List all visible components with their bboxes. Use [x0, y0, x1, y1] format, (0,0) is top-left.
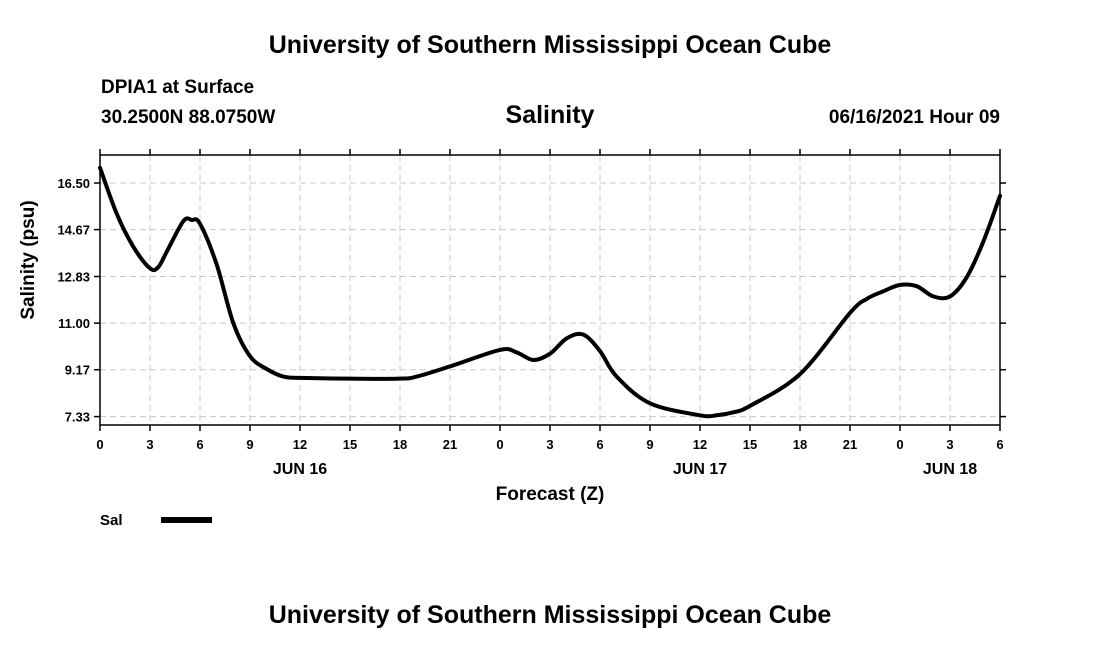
x-tick-label: 6: [196, 437, 203, 452]
plot-frame: [99, 154, 1001, 426]
x-tick-label: 21: [443, 437, 457, 452]
variable-title: Salinity: [505, 101, 595, 129]
x-tick-label: 21: [843, 437, 857, 452]
date-label: JUN 17: [673, 461, 727, 478]
x-tick-label: 12: [693, 437, 707, 452]
x-tick-label: 18: [393, 437, 407, 452]
y-tick-label: 12.83: [57, 270, 90, 285]
y-tick-label: 14.67: [57, 223, 90, 238]
y-tick-label: 7.33: [65, 410, 90, 425]
forecast-timestamp: 06/16/2021 Hour 09: [828, 107, 1000, 128]
date-label: JUN 16: [273, 461, 327, 478]
tick-labels: 0 3 6 9 12 15 18 21 0 3 6 9 12 15 18 21 0 3 6 JUN 16 JUN 17 J…: [57, 176, 1003, 478]
chart-title: University of Southern Mississippi Ocean…: [268, 31, 832, 59]
x-tick-label: 3: [146, 437, 153, 452]
x-tick-label: 15: [343, 437, 357, 452]
station-name: DPIA1 at Surface: [101, 77, 255, 98]
y-tick-label: 16.50: [57, 176, 90, 191]
x-tick-label: 6: [596, 437, 603, 452]
x-axis-title: Forecast (Z): [496, 484, 605, 505]
legend-label: Sal: [100, 512, 123, 529]
x-tick-label: 0: [896, 437, 903, 452]
grid: [100, 155, 1000, 425]
x-tick-label: 3: [946, 437, 953, 452]
axes: [94, 149, 1006, 431]
y-axis-title: Salinity (psu): [18, 200, 39, 319]
x-tick-label: 12: [293, 437, 307, 452]
x-tick-label: 9: [246, 437, 253, 452]
series-line-sal: [98, 165, 1002, 419]
station-coordinates: 30.2500N 88.0750W: [101, 107, 276, 128]
x-tick-label: 3: [546, 437, 553, 452]
x-tick-label: 0: [496, 437, 503, 452]
x-tick-label: 18: [793, 437, 807, 452]
x-tick-label: 15: [743, 437, 757, 452]
y-tick-label: 9.17: [65, 363, 90, 378]
date-label: JUN 18: [923, 461, 977, 478]
x-tick-label: 9: [646, 437, 653, 452]
x-tick-label: 0: [96, 437, 103, 452]
footer-title: University of Southern Mississippi Ocean…: [268, 601, 832, 629]
x-tick-label: 6: [996, 437, 1003, 452]
y-tick-label: 11.00: [58, 316, 90, 331]
